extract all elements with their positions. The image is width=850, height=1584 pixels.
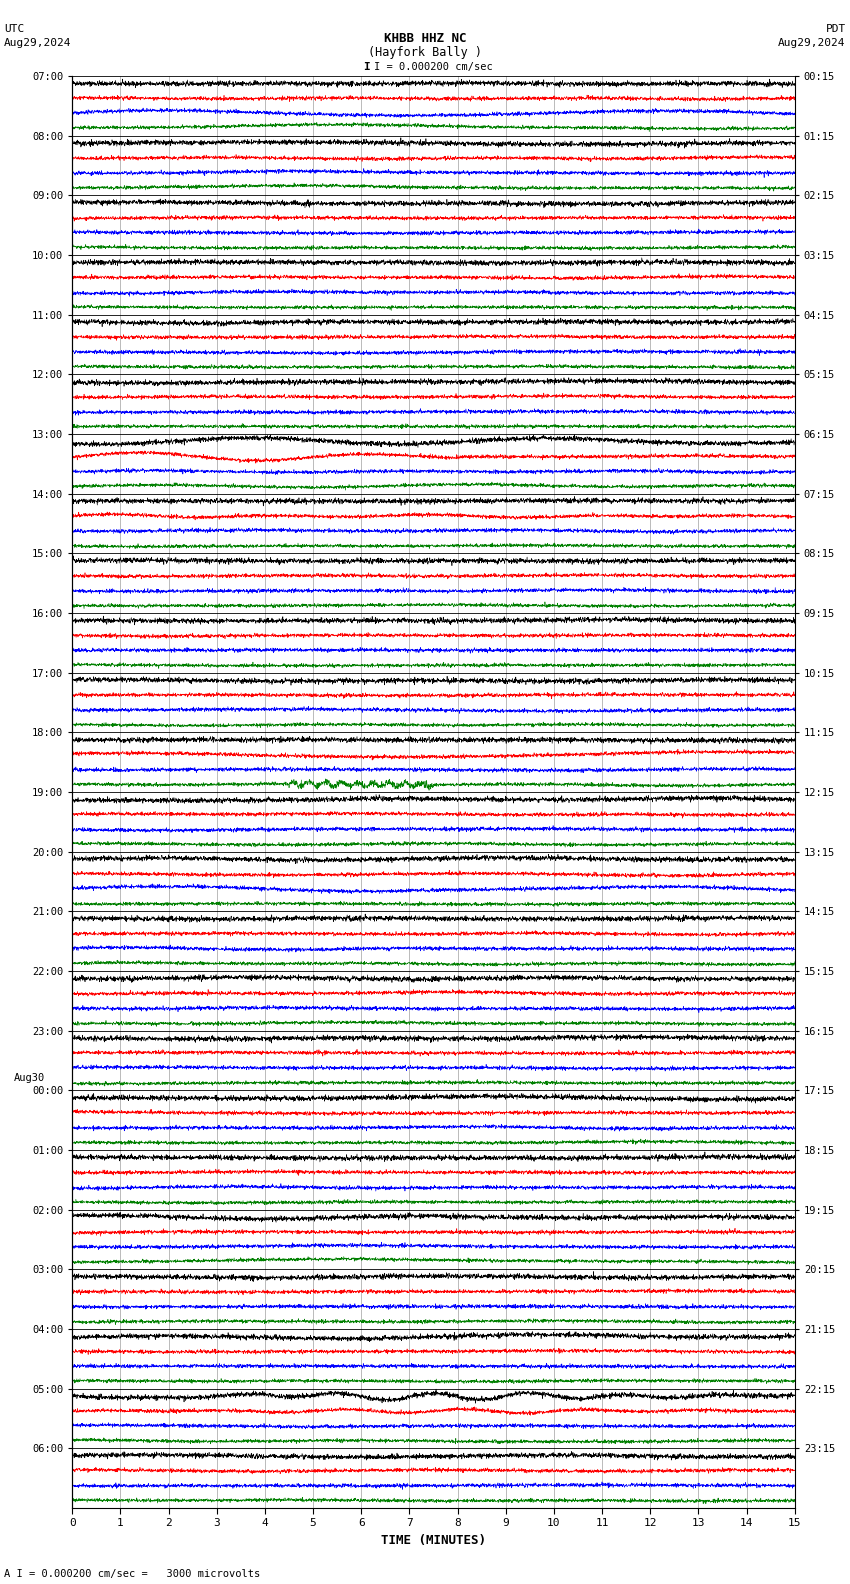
Text: Aug29,2024: Aug29,2024 [779, 38, 846, 48]
Text: KHBB HHZ NC: KHBB HHZ NC [383, 32, 467, 44]
Text: Aug29,2024: Aug29,2024 [4, 38, 71, 48]
Text: (Hayfork Bally ): (Hayfork Bally ) [368, 46, 482, 59]
Text: A I = 0.000200 cm/sec =   3000 microvolts: A I = 0.000200 cm/sec = 3000 microvolts [4, 1570, 260, 1579]
Text: Aug30: Aug30 [14, 1072, 45, 1082]
Text: I = 0.000200 cm/sec: I = 0.000200 cm/sec [374, 62, 493, 71]
Text: PDT: PDT [825, 24, 846, 33]
Text: I: I [363, 62, 370, 71]
Text: UTC: UTC [4, 24, 25, 33]
X-axis label: TIME (MINUTES): TIME (MINUTES) [381, 1533, 486, 1548]
